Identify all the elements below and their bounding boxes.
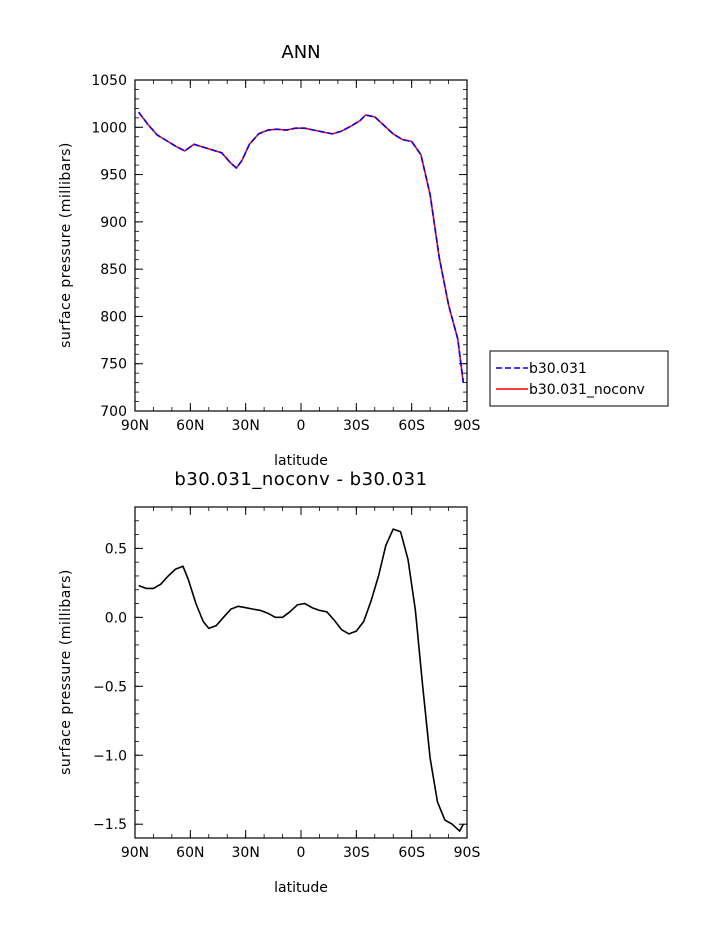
x-tick-label: 30S [343, 418, 370, 434]
y-tick-label: −1.5 [93, 817, 127, 833]
x-axis-label: latitude [274, 453, 328, 469]
series-line-b30-031 [138, 111, 465, 383]
plot-frame [134, 506, 468, 839]
legend-label-b30-031-noconv: b30.031_noconv [529, 382, 645, 398]
series-line-difference [138, 528, 465, 832]
x-tick-labels: 90N 60N 30N 0 30S 60S 90S [121, 418, 481, 434]
y-tick-label: 850 [100, 262, 127, 278]
x-tick-label: 90N [121, 845, 149, 861]
legend-box [489, 350, 669, 407]
x-tick-label: 60N [176, 418, 204, 434]
legend-label-b30-031: b30.031 [529, 361, 587, 377]
series-lines [138, 111, 465, 383]
y-tick-label: 1000 [91, 120, 127, 136]
x-tick-label: 60S [398, 418, 425, 434]
panel-ann: ANN surface pressure (millibars) latitud… [58, 42, 480, 469]
y-tick-labels: 700 750 800 850 900 950 1000 1050 [91, 73, 127, 420]
legend: b30.031 b30.031_noconv [489, 350, 669, 407]
x-tick-label: 30N [232, 845, 260, 861]
x-tick-label: 90S [454, 418, 481, 434]
x-tick-label: 0 [297, 845, 306, 861]
y-tick-label: 750 [100, 357, 127, 373]
y-tick-label: 950 [100, 168, 127, 184]
x-tick-label: 90N [121, 418, 149, 434]
x-tick-label: 60N [176, 845, 204, 861]
y-tick-label: 0.0 [105, 610, 127, 626]
y-axis-label: surface pressure (millibars) [58, 142, 74, 348]
y-axis-label: surface pressure (millibars) [58, 569, 74, 775]
series-lines [138, 528, 465, 832]
x-tick-label: 30N [232, 418, 260, 434]
plot-frame [134, 79, 468, 412]
x-tick-label: 60S [398, 845, 425, 861]
x-tick-label: 90S [454, 845, 481, 861]
chart-title: b30.031_noconv - b30.031 [174, 469, 427, 490]
x-axis-label: latitude [274, 880, 328, 896]
x-tick-labels: 90N 60N 30N 0 30S 60S 90S [121, 845, 481, 861]
chart-title: ANN [281, 42, 320, 63]
y-tick-label: 0.5 [105, 541, 127, 557]
panel-difference: b30.031_noconv - b30.031 surface pressur… [58, 469, 480, 896]
x-tick-label: 30S [343, 845, 370, 861]
tick-marks [134, 506, 468, 839]
y-tick-label: 1050 [91, 73, 127, 89]
y-tick-label: 700 [100, 404, 127, 420]
x-tick-label: 0 [297, 418, 306, 434]
series-line-b30-031-noconv [138, 111, 465, 383]
y-tick-label: −0.5 [93, 679, 127, 695]
y-tick-label: 800 [100, 309, 127, 325]
y-tick-label: 900 [100, 215, 127, 231]
y-tick-label: −1.0 [93, 748, 127, 764]
tick-marks [134, 79, 468, 412]
y-tick-labels: −1.5 −1.0 −0.5 0.0 0.5 [93, 541, 127, 833]
